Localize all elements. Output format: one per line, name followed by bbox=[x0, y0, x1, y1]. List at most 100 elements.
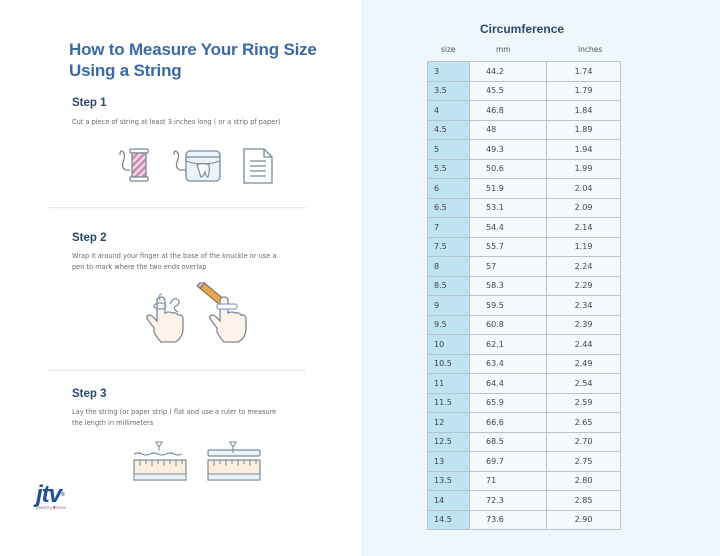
mm-cell: 69.7 bbox=[469, 451, 547, 472]
tagline-love: love bbox=[56, 506, 66, 511]
mm-cell: 49.3 bbox=[469, 139, 547, 160]
table-row: 6 51.9 2.04 bbox=[427, 178, 621, 199]
inches-cell: 1.94 bbox=[546, 139, 621, 160]
tagline-jewelry: jewelry bbox=[36, 506, 53, 511]
table-row: 12 66.6 2.65 bbox=[427, 412, 621, 433]
table-row: 9 59.5 2.34 bbox=[427, 295, 621, 316]
mm-cell: 60.8 bbox=[469, 314, 547, 335]
inches-cell: 1.19 bbox=[546, 236, 621, 257]
mm-cell: 66.6 bbox=[469, 412, 547, 433]
inches-cell: 2.59 bbox=[546, 392, 621, 413]
inches-cell: 2.04 bbox=[546, 178, 621, 199]
table-row: 5.5 50.6 1.99 bbox=[427, 158, 621, 179]
mm-cell: 64.4 bbox=[469, 373, 547, 394]
table-row: 7 54.4 2.14 bbox=[427, 217, 621, 238]
inches-cell: 2.54 bbox=[546, 373, 621, 394]
inches-cell: 2.65 bbox=[546, 412, 621, 433]
mm-cell: 51.9 bbox=[469, 178, 547, 199]
finger-string-icon bbox=[146, 293, 184, 343]
size-cell: 11.5 bbox=[427, 392, 470, 413]
pencil-marking-finger-icon bbox=[196, 282, 247, 343]
mm-cell: 55.7 bbox=[469, 236, 547, 257]
size-cell: 3.5 bbox=[427, 80, 470, 101]
jtv-logo: jtv® jewelry♦love bbox=[36, 481, 66, 512]
table-row: 8.5 58.3 2.29 bbox=[427, 275, 621, 296]
inches-cell: 1.89 bbox=[546, 119, 621, 140]
size-cell: 8.5 bbox=[427, 275, 470, 296]
step-2-text-line-1: Wrap it around your finger at the base o… bbox=[72, 252, 277, 260]
size-cell: 5.5 bbox=[427, 158, 470, 179]
column-header-size: size bbox=[441, 45, 456, 54]
mm-cell: 54.4 bbox=[469, 217, 547, 238]
table-row: 4.5 48 1.89 bbox=[427, 119, 621, 140]
size-cell: 14 bbox=[427, 490, 470, 511]
size-cell: 12.5 bbox=[427, 431, 470, 452]
chart-title: Circumference bbox=[480, 22, 565, 36]
mm-cell: 53.1 bbox=[469, 197, 547, 218]
mm-cell: 58.3 bbox=[469, 275, 547, 296]
inches-cell: 2.75 bbox=[546, 451, 621, 472]
inches-cell: 2.29 bbox=[546, 275, 621, 296]
size-cell: 6.5 bbox=[427, 197, 470, 218]
size-cell: 6 bbox=[427, 178, 470, 199]
inches-cell: 2.49 bbox=[546, 353, 621, 374]
inches-cell: 1.74 bbox=[546, 61, 621, 82]
column-header-inches: inches bbox=[578, 45, 603, 54]
heart-gem-icon: ♦ bbox=[52, 506, 57, 511]
size-cell: 4 bbox=[427, 100, 470, 121]
step-3-text-line-1: Lay the string (or paper strip ) flat an… bbox=[72, 408, 277, 416]
size-cell: 10.5 bbox=[427, 353, 470, 374]
mm-cell: 68.5 bbox=[469, 431, 547, 452]
mm-cell: 71 bbox=[469, 470, 547, 491]
paper-document-icon bbox=[243, 148, 273, 184]
inches-cell: 2.14 bbox=[546, 217, 621, 238]
logo-trademark: ® bbox=[61, 492, 65, 498]
table-row: 10.5 63.4 2.49 bbox=[427, 353, 621, 374]
table-row: 3 44.2 1.74 bbox=[427, 61, 621, 82]
ring-size-table: 3 44.2 1.74 3.5 45.5 1.79 4 46.8 1.84 4.5 48 1.89 5 4… bbox=[427, 61, 621, 530]
table-row: 6.5 53.1 2.09 bbox=[427, 197, 621, 218]
mm-cell: 72.3 bbox=[469, 490, 547, 511]
mm-cell: 50.6 bbox=[469, 158, 547, 179]
step-2-heading: Step 2 bbox=[72, 232, 107, 244]
inches-cell: 2.70 bbox=[546, 431, 621, 452]
inches-cell: 2.24 bbox=[546, 256, 621, 277]
mm-cell: 62.1 bbox=[469, 334, 547, 355]
table-row: 11 64.4 2.54 bbox=[427, 373, 621, 394]
paper-strip-on-ruler-icon bbox=[207, 441, 261, 481]
logo-brand: jtv bbox=[36, 481, 62, 508]
section-divider bbox=[48, 207, 306, 208]
table-row: 8 57 2.24 bbox=[427, 256, 621, 277]
table-row: 9.5 60.8 2.39 bbox=[427, 314, 621, 335]
inches-cell: 1.84 bbox=[546, 100, 621, 121]
size-cell: 9 bbox=[427, 295, 470, 316]
size-cell: 8 bbox=[427, 256, 470, 277]
title-line-1: How to Measure Your Ring Size bbox=[69, 40, 317, 59]
table-row: 7.5 55.7 1.19 bbox=[427, 236, 621, 257]
size-cell: 7.5 bbox=[427, 236, 470, 257]
mm-cell: 57 bbox=[469, 256, 547, 277]
table-row: 11.5 65.9 2.59 bbox=[427, 392, 621, 413]
step-1-text: Cut a piece of string at least 3 inches … bbox=[72, 118, 281, 126]
inches-cell: 2.90 bbox=[546, 509, 621, 530]
mm-cell: 59.5 bbox=[469, 295, 547, 316]
size-cell: 9.5 bbox=[427, 314, 470, 335]
page-title: How to Measure Your Ring Size Using a St… bbox=[69, 39, 349, 81]
table-row: 13.5 71 2.80 bbox=[427, 470, 621, 491]
table-row: 4 46.8 1.84 bbox=[427, 100, 621, 121]
inches-cell: 1.79 bbox=[546, 80, 621, 101]
inches-cell: 1.99 bbox=[546, 158, 621, 179]
instructions-panel: How to Measure Your Ring Size Using a St… bbox=[36, 39, 349, 512]
step-2-text-line-2: pen to mark where the two ends overlap bbox=[72, 262, 207, 271]
column-header-mm: mm bbox=[496, 45, 511, 54]
string-on-ruler-icon bbox=[133, 441, 187, 481]
table-row: 5 49.3 1.94 bbox=[427, 139, 621, 160]
size-cell: 3 bbox=[427, 61, 470, 82]
dental-floss-icon bbox=[173, 150, 221, 182]
mm-cell: 48 bbox=[469, 119, 547, 140]
mm-cell: 63.4 bbox=[469, 353, 547, 374]
table-row: 10 62.1 2.44 bbox=[427, 334, 621, 355]
mm-cell: 46.8 bbox=[469, 100, 547, 121]
step-3-text-line-2: the length in millimeters bbox=[72, 418, 154, 427]
size-cell: 7 bbox=[427, 217, 470, 238]
